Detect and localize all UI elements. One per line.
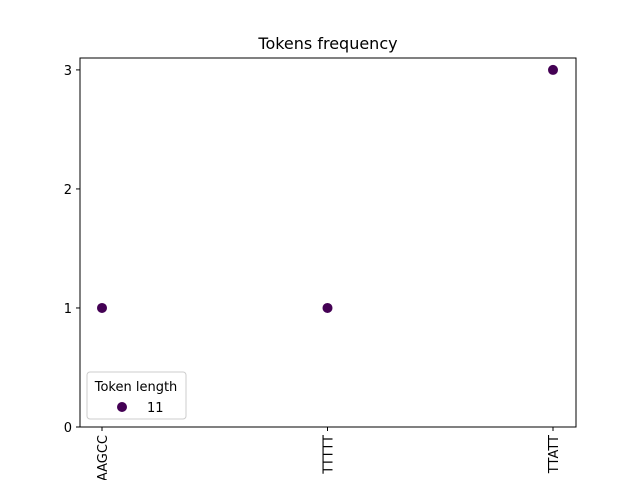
chart-title: Tokens frequency — [257, 34, 397, 53]
x-tick-label: TTATT — [547, 435, 562, 474]
y-axis: 0 1 2 3 — [64, 64, 80, 436]
data-points — [97, 64, 558, 313]
legend-title: Token length — [94, 380, 178, 395]
y-tick-label: 3 — [64, 64, 72, 79]
data-point — [548, 64, 558, 75]
x-axis: AAGCC TTTTT TTATT — [96, 427, 562, 480]
legend: Token length 11 — [86, 371, 187, 420]
legend-box — [86, 371, 187, 420]
y-tick-label: 2 — [64, 183, 72, 198]
x-tick-label: TTTTT — [322, 435, 337, 475]
data-point — [322, 302, 333, 313]
legend-marker — [117, 402, 127, 412]
y-tick-label: 0 — [64, 421, 72, 436]
x-tick-label: AAGCC — [96, 435, 111, 480]
data-point — [97, 302, 107, 313]
y-tick-label: 1 — [64, 302, 72, 317]
legend-label: 11 — [147, 401, 164, 416]
